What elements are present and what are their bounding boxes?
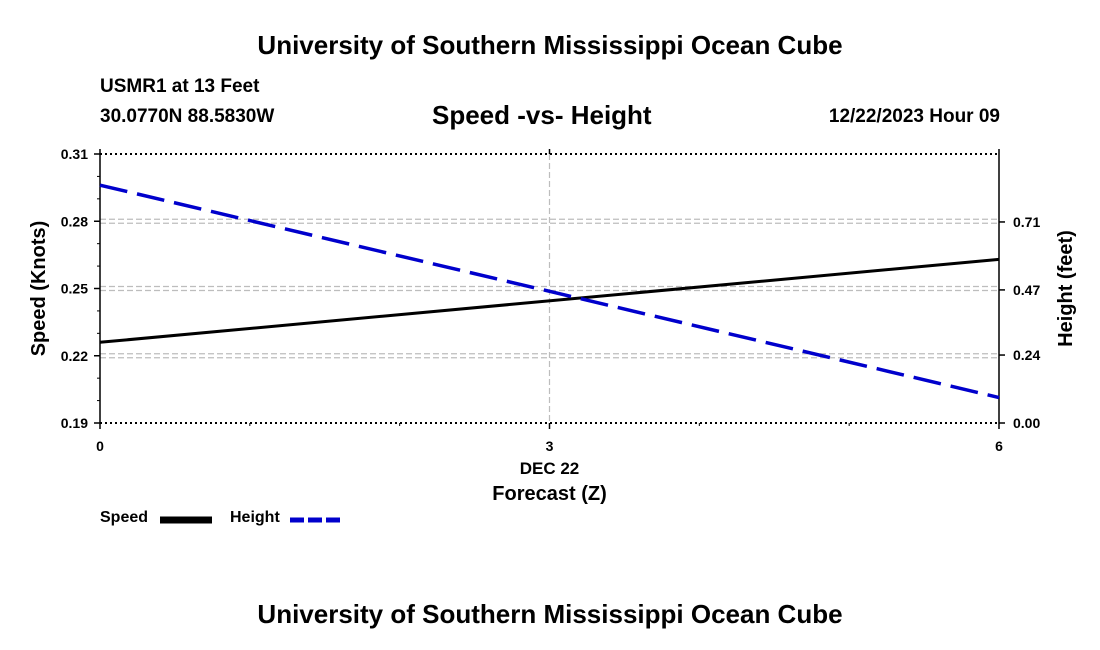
y-left-tick-label: 0.19: [61, 415, 88, 431]
footer-title: University of Southern Mississippi Ocean…: [257, 599, 843, 629]
station-label: USMR1 at 13 Feet: [100, 76, 260, 97]
x-date-label: DEC 22: [520, 459, 580, 478]
legend-speed-label: Speed: [100, 509, 149, 526]
y-right-tick-label: 0.00: [1013, 415, 1040, 431]
y-left-tick-label: 0.28: [61, 213, 88, 229]
y-right-tick-label: 0.71: [1013, 214, 1040, 230]
legend-height: Height: [230, 509, 280, 527]
datetime-label: 12/22/2023 Hour 09: [828, 106, 1000, 127]
x-tick-label: 6: [995, 438, 1003, 454]
legend-height-label: Height: [230, 509, 280, 526]
y-left-tick-label: 0.25: [61, 281, 88, 297]
x-tick-label: 3: [546, 438, 554, 454]
series-line-speed: [99, 257, 1000, 344]
chart-main-title: University of Southern Mississippi Ocean…: [257, 30, 843, 60]
legend-speed: Speed: [100, 509, 148, 527]
y-left-tick-label: 0.22: [61, 348, 88, 364]
x-tick-label: 0: [96, 438, 104, 454]
y-left-tick-label: 0.31: [61, 146, 88, 162]
y-left-axis-title: Speed (Knots): [28, 221, 50, 357]
x-axis-title: Forecast (Z): [492, 483, 606, 505]
y-right-axis-title: Height (feet): [1055, 230, 1077, 347]
coordinates-label: 30.0770N 88.5830W: [100, 106, 275, 127]
chart-subtitle: Speed -vs- Height: [432, 100, 652, 130]
y-right-tick-label: 0.24: [1013, 347, 1040, 363]
y-right-tick-label: 0.47: [1013, 282, 1040, 298]
series-line-height: [99, 183, 1000, 400]
